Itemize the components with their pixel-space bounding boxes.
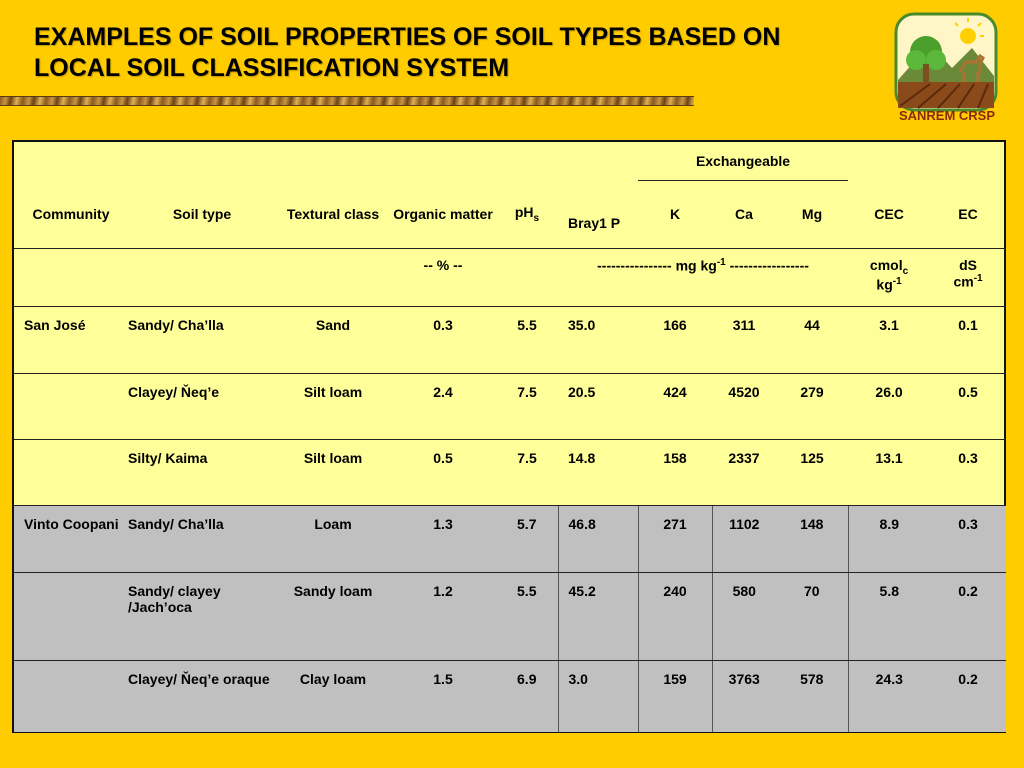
cell-cec: 8.9 [847,505,931,573]
col-mg: Mg [776,180,849,249]
col-ec: EC [930,180,1007,249]
col-organic-matter: Organic matter [390,180,496,249]
cell-k: 158 [638,439,712,506]
units-row: -- % -- ---------------- mg kg-1 -------… [14,248,1007,307]
logo-text: SANREM CRSP [898,108,996,123]
title-line-2: LOCAL SOIL CLASSIFICATION SYSTEM [34,54,510,82]
cell-textural-class: Sandy loam [276,572,390,661]
cell-community [14,660,128,732]
cell-om: 0.3 [390,306,496,374]
cell-ec: 0.1 [930,306,1007,374]
cell-community [14,439,128,506]
col-ph: pHs [496,180,558,249]
unit-ds-cm: dS cm-1 [930,248,1007,307]
page-title: EXAMPLES OF SOIL PROPERTIES OF SOIL TYPE… [34,22,894,84]
unit-mg-kg: ---------------- mg kg-1 ---------------… [558,248,849,307]
cell-mg: 44 [776,306,849,374]
table-row: Sandy/ clayey /Jach’oca Sandy loam 1.2 5… [14,572,1007,661]
cell-soil-type: Clayey/ Ňeq’e [128,373,276,440]
col-ca: Ca [712,180,776,249]
cell-mg: 148 [776,505,849,573]
cell-ca: 580 [711,572,776,661]
header-group-row: Exchangeable [14,142,1006,181]
cell-mg: 70 [776,572,849,661]
cell-ca: 4520 [712,373,776,440]
cell-ph: 6.9 [496,660,558,732]
cell-ph: 5.5 [496,306,558,374]
soil-properties-table: Exchangeable Community Soil type Textura… [12,140,1007,733]
sanrem-logo-icon [894,12,998,112]
cell-ph: 7.5 [496,373,558,440]
col-bray: Bray1 P [558,180,638,249]
col-k: K [638,180,712,249]
table-row: San José Sandy/ Cha’lla Sand 0.3 5.5 35.… [14,306,1007,374]
cell-ca: 1102 [711,505,776,573]
col-community: Community [14,180,128,249]
table-row: Clayey/ Ňeq’e Silt loam 2.4 7.5 20.5 424… [14,373,1007,440]
cell-community: San José [14,306,128,374]
cell-om: 1.3 [390,505,496,573]
cell-ca: 2337 [712,439,776,506]
cell-cec: 5.8 [847,572,931,661]
col-textural-class: Textural class [276,180,390,249]
cell-soil-type: Sandy/ clayey /Jach’oca [128,572,276,661]
decorative-soil-stripe [0,96,694,106]
cell-ec: 0.3 [930,439,1007,506]
header-row: Community Soil type Textural class Organ… [14,180,1007,249]
cell-cec: 3.1 [848,306,931,374]
cell-mg: 578 [776,660,849,732]
cell-textural-class: Clay loam [276,660,390,732]
cell-om: 2.4 [390,373,496,440]
table-row: Clayey/ Ňeq’e oraque Clay loam 1.5 6.9 3… [14,660,1007,732]
cell-bray: 14.8 [558,439,638,506]
cell-cec: 24.3 [847,660,931,732]
cell-ph: 7.5 [496,439,558,506]
cell-textural-class: Silt loam [276,439,390,506]
cell-ec: 0.3 [930,505,1007,573]
table-row: Vinto Coopani Sandy/ Cha’lla Loam 1.3 5.… [14,505,1007,573]
cell-om: 0.5 [390,439,496,506]
cell-k: 159 [637,660,712,732]
cell-textural-class: Loam [276,505,390,573]
table-row: Silty/ Kaima Silt loam 0.5 7.5 14.8 158 … [14,439,1007,506]
cell-bray: 45.2 [557,572,638,661]
col-soil-type: Soil type [128,180,276,249]
cell-soil-type: Silty/ Kaima [128,439,276,506]
cell-om: 1.5 [390,660,496,732]
cell-community [14,373,128,440]
unit-percent: -- % -- [390,248,496,307]
cell-soil-type: Sandy/ Cha’lla [128,505,276,573]
cell-k: 271 [637,505,712,573]
cell-cec: 13.1 [848,439,931,506]
cell-mg: 279 [776,373,849,440]
cell-ph: 5.5 [496,572,558,661]
cell-k: 166 [638,306,712,374]
cell-ec: 0.5 [930,373,1007,440]
cell-bray: 35.0 [558,306,638,374]
cell-ph: 5.7 [496,505,558,573]
cell-community: Vinto Coopani [14,505,128,573]
unit-cmol: cmolc kg-1 [848,248,931,307]
cell-textural-class: Sand [276,306,390,374]
cell-bray: 3.0 [557,660,638,732]
cell-mg: 125 [776,439,849,506]
cell-textural-class: Silt loam [276,373,390,440]
cell-soil-type: Sandy/ Cha’lla [128,306,276,374]
cell-cec: 26.0 [848,373,931,440]
cell-k: 424 [638,373,712,440]
exchangeable-header: Exchangeable [638,142,849,181]
cell-ca: 311 [712,306,776,374]
cell-om: 1.2 [390,572,496,661]
cell-ec: 0.2 [930,572,1007,661]
col-cec: CEC [848,180,931,249]
cell-bray: 46.8 [557,505,638,573]
cell-bray: 20.5 [558,373,638,440]
title-line-1: EXAMPLES OF SOIL PROPERTIES OF SOIL TYPE… [34,23,781,51]
cell-k: 240 [637,572,712,661]
cell-ec: 0.2 [930,660,1007,732]
cell-ca: 3763 [711,660,776,732]
cell-community [14,572,128,661]
cell-soil-type: Clayey/ Ňeq’e oraque [128,660,276,732]
